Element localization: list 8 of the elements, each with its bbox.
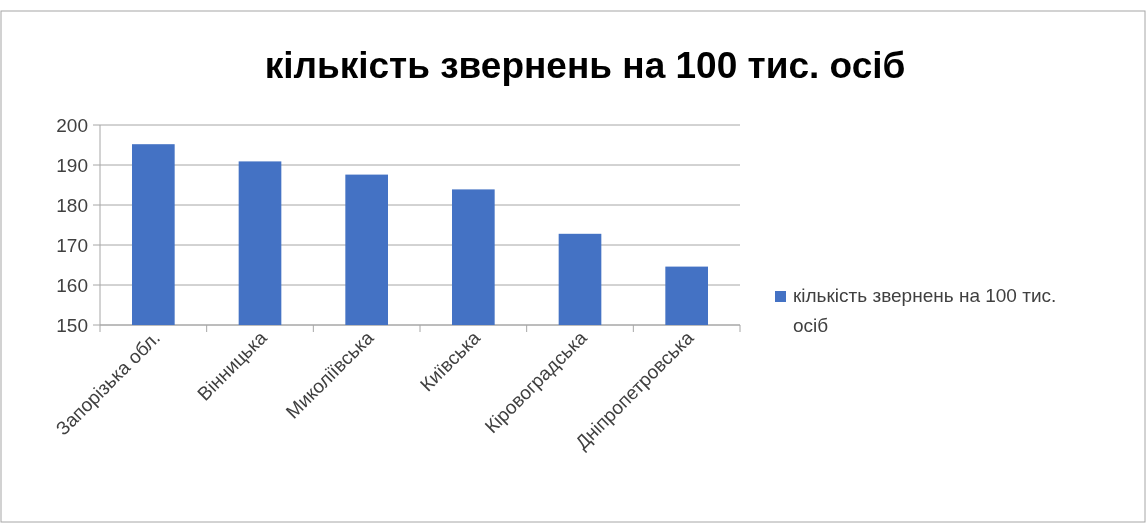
y-tick-label: 180 bbox=[56, 194, 88, 216]
y-tick-label: 170 bbox=[56, 234, 88, 256]
y-tick-label: 150 bbox=[56, 314, 88, 336]
y-tick-label: 200 bbox=[56, 114, 88, 136]
y-tick-label: 190 bbox=[56, 154, 88, 176]
legend-label: кількість звернень на 100 тис. осіб bbox=[793, 285, 1057, 336]
y-tick-label: 160 bbox=[56, 274, 88, 296]
chart-title: кількість звернень на 100 тис. осіб bbox=[264, 45, 906, 86]
